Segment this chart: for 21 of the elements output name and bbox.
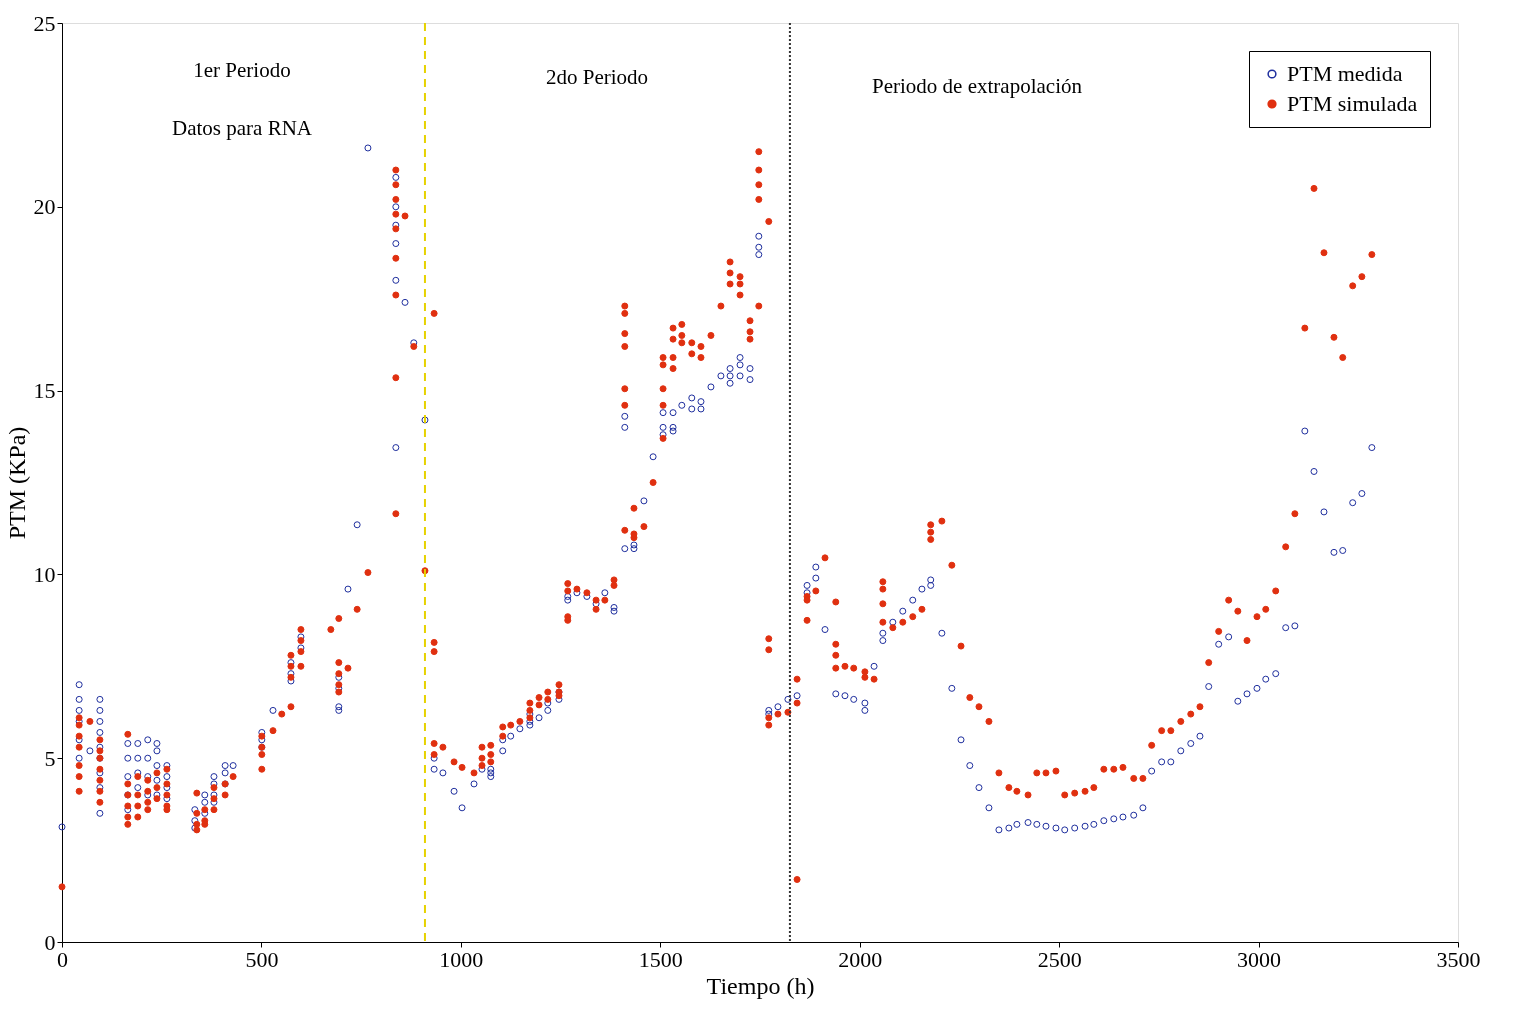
- x-tick-label: 2000: [838, 946, 883, 972]
- y-tick-label: 15: [33, 378, 56, 404]
- x-tick-label: 1500: [638, 946, 683, 972]
- legend-label: PTM medida: [1287, 61, 1403, 86]
- x-tick-label: 1000: [439, 946, 484, 972]
- annotation: Datos para RNA: [172, 116, 313, 140]
- y-tick-label: 25: [33, 10, 56, 36]
- y-tick-label: 0: [44, 929, 56, 955]
- annotation: 1er Periodo: [193, 58, 291, 82]
- annotation: 2do Periodo: [545, 65, 649, 89]
- x-axis-title: Tiempo (h): [706, 972, 815, 999]
- x-tick-label: 500: [245, 946, 279, 972]
- x-tick-label: 3500: [1436, 946, 1481, 972]
- x-tick-label: 2500: [1037, 946, 1082, 972]
- legend-label: PTM simulada: [1287, 91, 1418, 116]
- y-tick-label: 5: [44, 745, 56, 771]
- y-tick-label: 10: [33, 561, 56, 587]
- annotation: Periodo de extrapolación: [872, 74, 1083, 98]
- x-tick-label: 3000: [1237, 946, 1282, 972]
- y-axis-title: PTM (KPa): [3, 426, 30, 540]
- y-tick-label: 20: [33, 194, 56, 220]
